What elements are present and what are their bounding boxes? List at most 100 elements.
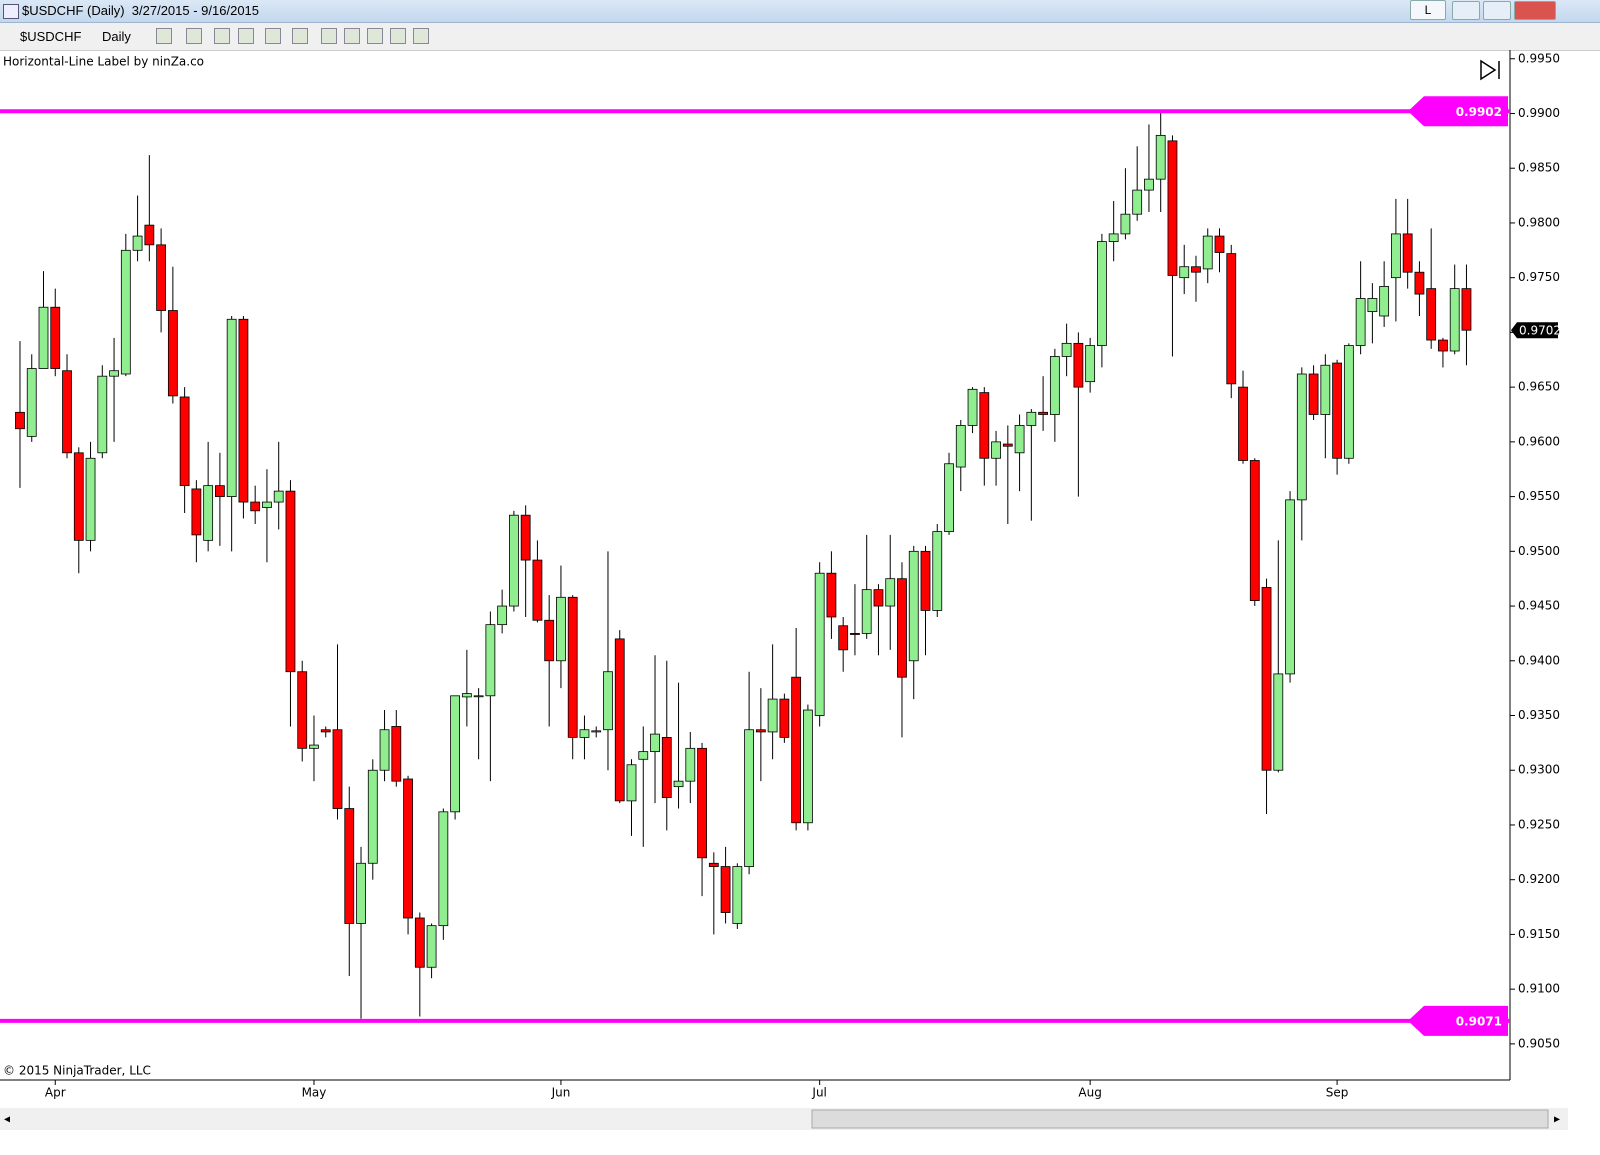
y-tick-label: 0.9150 (1518, 927, 1560, 941)
candle-body (1038, 411, 1048, 415)
candle-body (1238, 386, 1248, 461)
close-button[interactable] (1514, 1, 1556, 20)
zoom-in-button[interactable] (214, 28, 230, 44)
candle-body (1343, 345, 1354, 459)
x-tick-label: May (302, 1086, 327, 1100)
x-tick-label: Aug (1078, 1086, 1101, 1100)
line-label-box (1408, 96, 1508, 127)
last-price-box (1511, 322, 1558, 339)
y-tick-label: 0.9850 (1518, 161, 1560, 175)
candle-body (309, 744, 319, 749)
candle-body (744, 729, 754, 867)
candle-body (1402, 233, 1413, 273)
candle-body (603, 671, 613, 731)
candle-body (167, 310, 178, 397)
candle-body (591, 730, 602, 733)
candle-body (685, 747, 696, 782)
zoom-out-button[interactable] (238, 28, 254, 44)
candle-body (567, 596, 578, 738)
candle-body (1320, 364, 1331, 415)
candle-body (191, 488, 202, 536)
minimize-button[interactable] (1452, 1, 1480, 20)
scroll-right[interactable]: ▸ (1554, 1112, 1560, 1126)
candle-body (544, 619, 555, 662)
y-tick-label: 0.9350 (1518, 708, 1560, 722)
candle-body (850, 633, 860, 635)
candle-body (1073, 342, 1084, 388)
candle-body (720, 866, 731, 913)
maximize-button[interactable] (1483, 1, 1511, 20)
y-tick-label: 0.9200 (1518, 872, 1560, 886)
candle-body (214, 485, 225, 497)
candle-body (285, 490, 296, 673)
candle-body (273, 490, 284, 503)
candle-body (732, 866, 743, 924)
candle-body (991, 441, 1001, 459)
candle-body (250, 501, 261, 512)
instrument-dropdown[interactable]: $USDCHF (20, 29, 82, 44)
candle-body (38, 306, 49, 369)
candle-body (426, 925, 437, 968)
orders-button[interactable] (390, 28, 406, 44)
candle-body (1061, 342, 1072, 357)
candle-body (132, 235, 143, 251)
candle-body (1355, 298, 1366, 346)
candle-body (1332, 362, 1342, 459)
candle-body (661, 736, 672, 798)
candle-body (967, 388, 978, 426)
candle-body (1214, 235, 1225, 253)
bar-type-button[interactable] (156, 28, 172, 44)
candle-body (1097, 241, 1107, 346)
candle-body (109, 370, 119, 377)
candle-body (1367, 298, 1378, 313)
candle-body (1202, 235, 1213, 270)
candle-body (497, 605, 508, 626)
chart: Horizontal-Line Label by ninZa.co © 2015… (0, 50, 1568, 1130)
layout-button[interactable]: L (1410, 0, 1446, 20)
candle-body (1249, 460, 1260, 601)
interval-dropdown[interactable]: Daily (102, 29, 131, 44)
candle-body (755, 729, 766, 733)
candle-body (1049, 356, 1060, 415)
candle-body (979, 392, 990, 459)
candle-body (50, 306, 61, 369)
y-tick-label: 0.9650 (1518, 380, 1560, 394)
candle-body (826, 572, 837, 618)
y-tick-label: 0.9500 (1518, 544, 1560, 558)
candle-body (885, 578, 896, 607)
last-price-label: 0.9702 (1519, 324, 1561, 338)
properties-button[interactable] (413, 28, 429, 44)
candle-body (1391, 233, 1401, 279)
scrollbar-thumb[interactable] (811, 1109, 1549, 1129)
candle-body (626, 764, 637, 802)
x-tick-label: Apr (45, 1086, 66, 1100)
candle-body (556, 596, 566, 662)
candle-body (414, 917, 425, 968)
strategies-button[interactable] (344, 28, 360, 44)
y-tick-label: 0.9050 (1518, 1036, 1560, 1050)
crosshair-button[interactable] (265, 28, 281, 44)
candle-body (238, 318, 249, 503)
candle-body (1108, 233, 1119, 242)
candle-body (62, 370, 72, 454)
indicators-button[interactable] (321, 28, 337, 44)
line-label: 0.9071 (1456, 1014, 1502, 1028)
y-tick-label: 0.9300 (1518, 763, 1560, 777)
drawing-tool-button[interactable] (186, 28, 202, 44)
data-box-button[interactable] (292, 28, 308, 44)
copyright: © 2015 NinjaTrader, LLC (3, 1064, 151, 1078)
candle-body (697, 747, 707, 859)
candle-body (332, 729, 343, 809)
candle-body (1296, 373, 1307, 501)
y-tick-label: 0.9550 (1518, 489, 1560, 503)
candle-body (1426, 288, 1437, 341)
indicator-label: Horizontal-Line Label by ninZa.co (3, 55, 204, 69)
scroll-end-button[interactable] (1480, 59, 1500, 81)
x-tick-label: Jul (811, 1086, 826, 1100)
line-label-box (1408, 1005, 1508, 1036)
candle-body (1379, 286, 1390, 317)
candle-body (226, 318, 237, 497)
templates-button[interactable] (367, 28, 383, 44)
scroll-left[interactable]: ◂ (4, 1112, 10, 1126)
